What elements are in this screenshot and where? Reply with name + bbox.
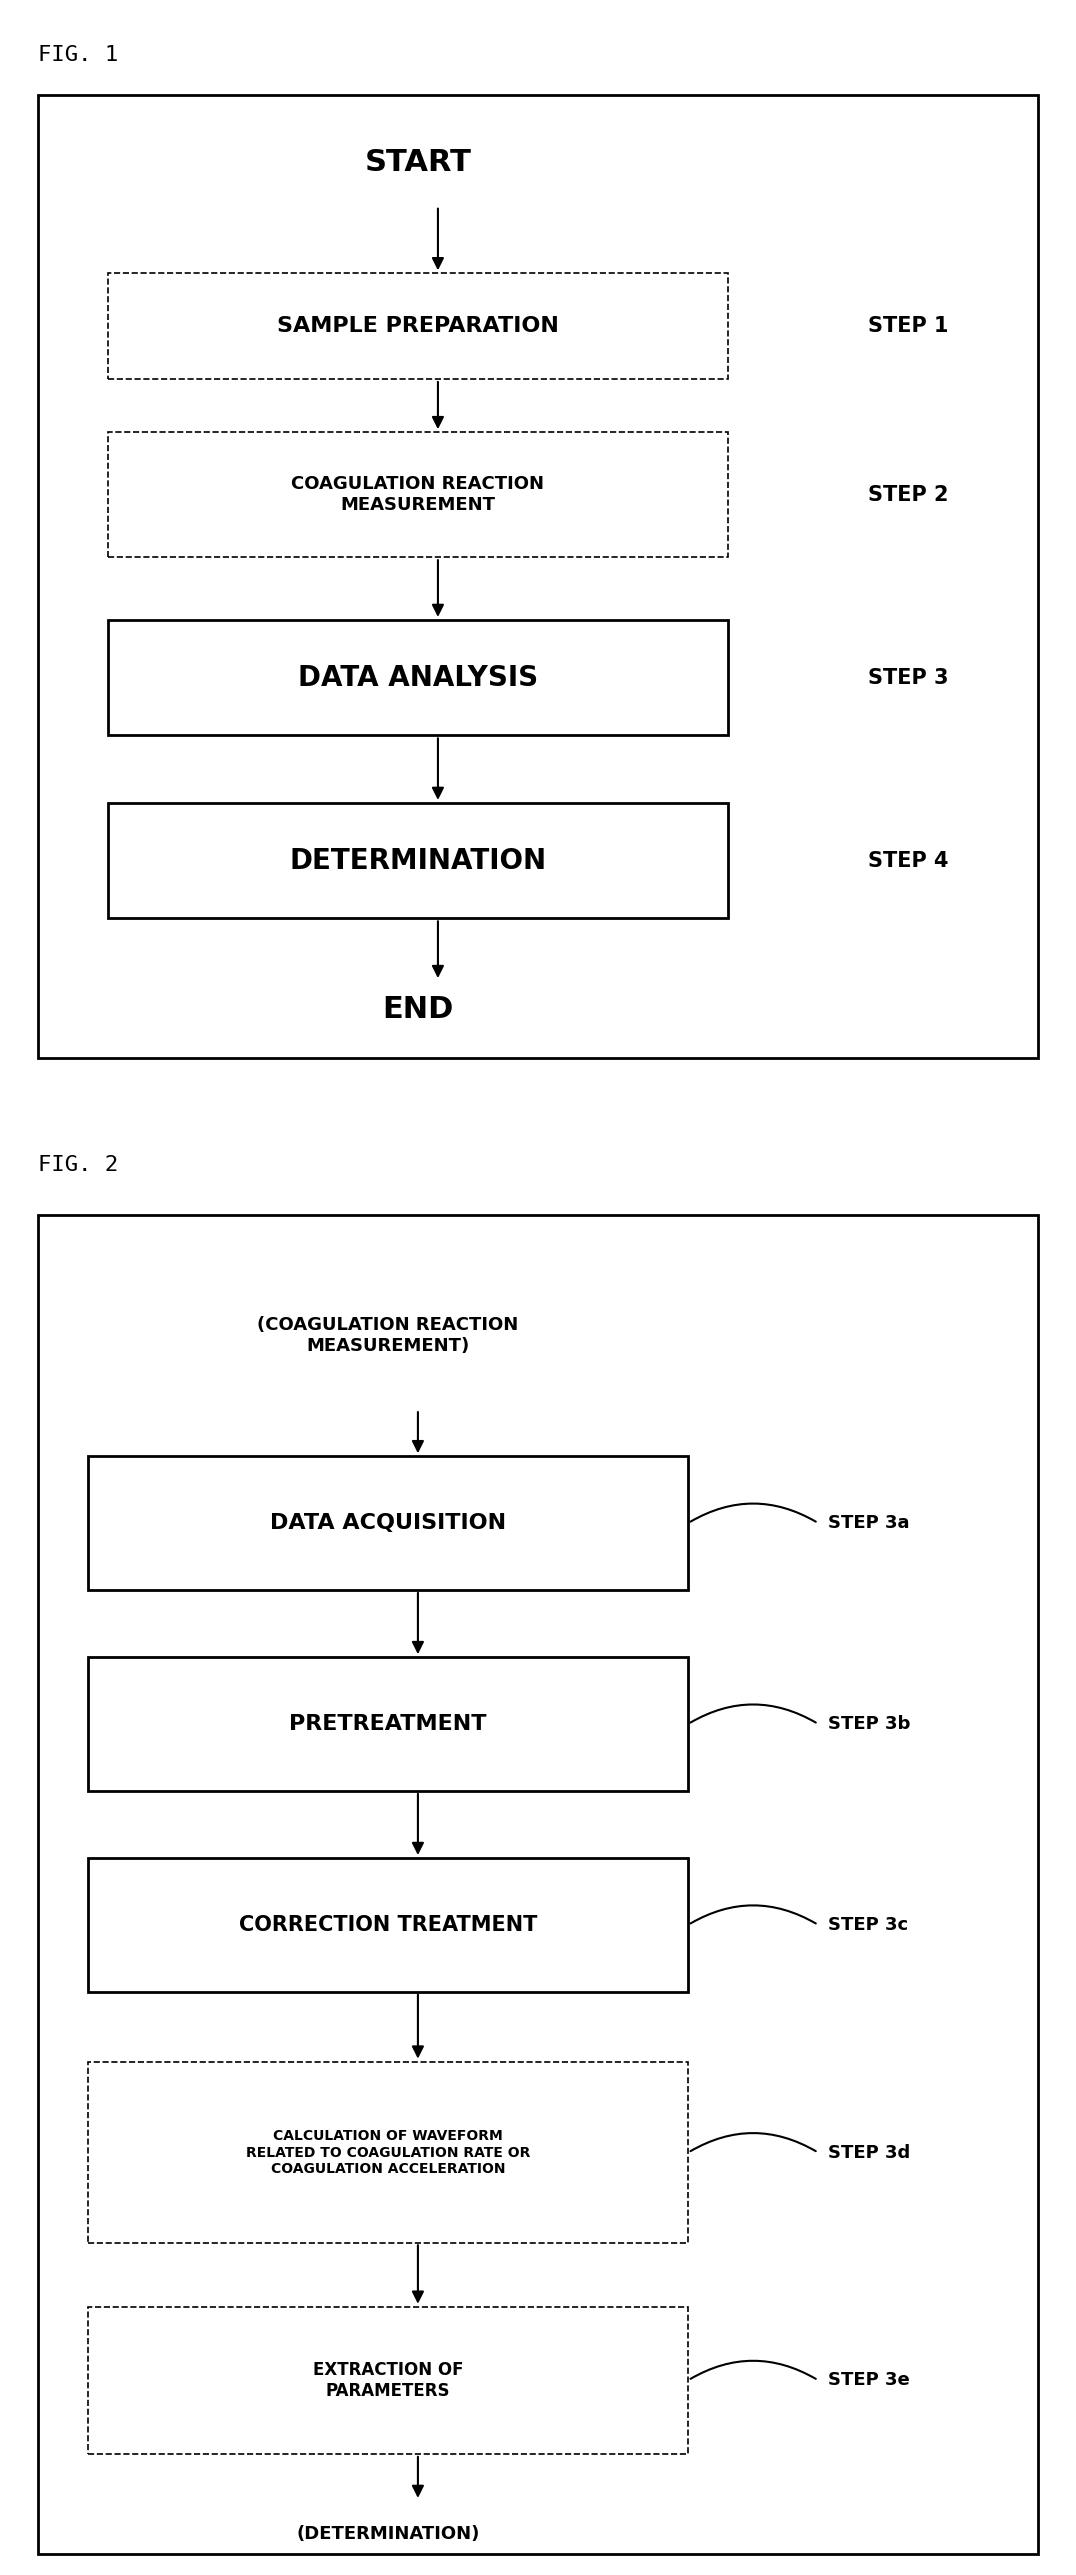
Text: STEP 3e: STEP 3e xyxy=(829,2372,910,2390)
Text: FIG. 2: FIG. 2 xyxy=(38,1156,118,1174)
FancyBboxPatch shape xyxy=(88,1455,689,1589)
Text: (COAGULATION REACTION
MEASUREMENT): (COAGULATION REACTION MEASUREMENT) xyxy=(257,1316,519,1354)
Text: DETERMINATION: DETERMINATION xyxy=(289,847,547,876)
Text: DATA ACQUISITION: DATA ACQUISITION xyxy=(270,1514,506,1532)
Text: STEP 4: STEP 4 xyxy=(868,850,949,870)
FancyBboxPatch shape xyxy=(88,1859,689,1993)
FancyBboxPatch shape xyxy=(108,273,728,379)
Text: STEP 1: STEP 1 xyxy=(868,317,949,337)
Text: PRETREATMENT: PRETREATMENT xyxy=(289,1715,486,1733)
Text: STEP 2: STEP 2 xyxy=(868,484,949,505)
FancyBboxPatch shape xyxy=(108,433,728,556)
Text: END: END xyxy=(382,997,454,1025)
Text: STEP 3a: STEP 3a xyxy=(829,1514,909,1532)
Text: FIG. 1: FIG. 1 xyxy=(38,44,118,64)
FancyBboxPatch shape xyxy=(88,2063,689,2243)
Text: STEP 3: STEP 3 xyxy=(868,667,949,688)
FancyBboxPatch shape xyxy=(108,803,728,919)
Text: COAGULATION REACTION
MEASUREMENT: COAGULATION REACTION MEASUREMENT xyxy=(292,476,544,515)
Text: START: START xyxy=(365,147,471,178)
Text: CORRECTION TREATMENT: CORRECTION TREATMENT xyxy=(239,1916,537,1934)
FancyBboxPatch shape xyxy=(88,2307,689,2454)
FancyBboxPatch shape xyxy=(88,1656,689,1792)
Text: CALCULATION OF WAVEFORM
RELATED TO COAGULATION RATE OR
COAGULATION ACCELERATION: CALCULATION OF WAVEFORM RELATED TO COAGU… xyxy=(245,2130,530,2176)
Text: (DETERMINATION): (DETERMINATION) xyxy=(296,2526,480,2544)
Text: STEP 3c: STEP 3c xyxy=(829,1916,908,1934)
Text: STEP 3b: STEP 3b xyxy=(829,1715,910,1733)
Text: EXTRACTION OF
PARAMETERS: EXTRACTION OF PARAMETERS xyxy=(313,2361,463,2400)
FancyBboxPatch shape xyxy=(108,621,728,736)
Text: DATA ANALYSIS: DATA ANALYSIS xyxy=(298,664,538,693)
Text: STEP 3d: STEP 3d xyxy=(829,2142,910,2160)
Text: SAMPLE PREPARATION: SAMPLE PREPARATION xyxy=(277,317,558,337)
